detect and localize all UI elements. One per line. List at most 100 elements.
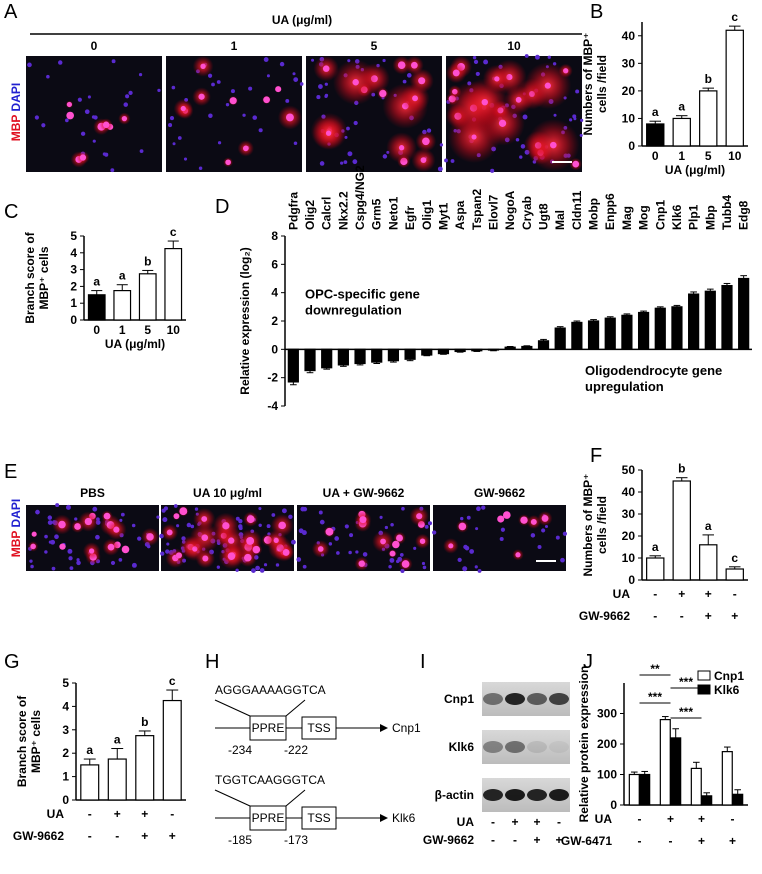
gene-label: Cnp1 — [392, 721, 421, 735]
nucleus — [319, 519, 325, 525]
nucleus — [162, 517, 168, 523]
nucleus — [318, 84, 323, 89]
nucleus — [469, 549, 475, 554]
row-value: - — [513, 833, 517, 847]
row-value: + — [729, 834, 736, 848]
micrograph — [296, 505, 433, 573]
nucleus — [125, 94, 130, 99]
bar — [659, 718, 671, 806]
significance-letter: c — [170, 225, 177, 239]
row-value: - — [733, 587, 737, 601]
annotation: Oligodendrocyte gene — [585, 363, 722, 378]
nucleus — [252, 115, 258, 120]
x-tick-label: Olig2 — [303, 200, 317, 230]
panel-label: C — [4, 201, 18, 223]
bar — [587, 320, 600, 350]
nucleus — [553, 113, 557, 117]
nucleus — [263, 563, 268, 567]
nucleus — [382, 58, 386, 63]
gene-label: Klk6 — [392, 811, 416, 825]
y-tick-label: 0 — [70, 313, 77, 327]
y-tick-label: 0 — [610, 798, 617, 812]
nucleus — [259, 568, 265, 573]
nucleus — [244, 553, 252, 562]
column-label: PBS — [80, 486, 105, 500]
nucleus — [200, 63, 206, 69]
nucleus — [54, 534, 59, 540]
nucleus — [325, 527, 334, 536]
nucleus — [328, 542, 333, 546]
nucleus — [201, 534, 209, 542]
nucleus — [242, 113, 246, 117]
y-tick-label: 6 — [271, 257, 278, 271]
x-axis-label: UA (μg/ml) — [665, 163, 725, 177]
nucleus — [173, 513, 180, 520]
significance-letter: a — [86, 743, 93, 757]
nucleus — [399, 553, 404, 557]
nucleus — [131, 562, 137, 568]
nucleus — [347, 151, 353, 157]
nucleus — [30, 543, 36, 550]
sequence: TGGTCAAGGGTCA — [215, 773, 325, 787]
blot-band — [483, 741, 503, 753]
nucleus — [103, 512, 111, 520]
panel-h: AGGGAAAAGGTCA PPRE -234 -222 TSS Cnp1 TG… — [214, 683, 421, 847]
legend-label: Klk6 — [714, 683, 740, 697]
nucleus — [35, 509, 40, 515]
nucleus — [476, 506, 481, 512]
row-value: - — [638, 812, 642, 826]
x-tick-label: Egfr — [403, 206, 417, 230]
nucleus — [121, 545, 130, 554]
nucleus — [324, 93, 329, 98]
nucleus — [44, 534, 48, 539]
nucleus — [282, 548, 290, 556]
nucleus — [343, 160, 348, 164]
nucleus — [47, 520, 53, 525]
x-tick-label: Elovl7 — [486, 194, 500, 230]
nucleus — [69, 566, 74, 571]
nucleus — [420, 157, 427, 163]
nucleus — [27, 62, 32, 68]
nucleus — [248, 86, 253, 91]
bar — [504, 346, 516, 350]
nucleus — [258, 506, 262, 511]
x-tick-label: Mog — [637, 205, 651, 230]
row-value: - — [491, 815, 495, 829]
bar — [654, 307, 666, 350]
nucleus — [107, 543, 115, 551]
y-tick-label: 0 — [628, 139, 635, 153]
nucleus — [30, 564, 34, 569]
nucleus — [537, 545, 542, 549]
position: -185 — [228, 833, 252, 847]
row-value: - — [653, 609, 657, 623]
nucleus — [74, 517, 78, 521]
column-label: UA 10 μg/ml — [193, 486, 262, 500]
row-label: GW-6471 — [561, 834, 612, 848]
nucleus — [50, 539, 56, 545]
nucleus — [547, 55, 551, 59]
nucleus — [111, 59, 116, 64]
nucleus — [242, 145, 249, 152]
nucleus — [293, 77, 299, 82]
y-axis-label: Relative protein expression — [577, 666, 591, 823]
row-label: GW-9662 — [13, 829, 64, 843]
x-tick-label: 10 — [167, 323, 181, 337]
nucleus — [432, 530, 437, 535]
x-tick-label: Mag — [620, 206, 634, 230]
stain-mbp: MBP — [9, 531, 23, 558]
nucleus — [92, 506, 98, 512]
blot-band — [483, 693, 503, 705]
nucleus — [490, 168, 495, 173]
nucleus — [471, 134, 477, 140]
nucleus — [352, 78, 359, 86]
y-tick-label: 50 — [622, 463, 636, 477]
nucleus — [544, 82, 551, 89]
nucleus — [359, 516, 367, 524]
row-value: - — [731, 812, 735, 826]
nucleus — [230, 89, 235, 94]
nucleus — [418, 77, 426, 85]
nucleus — [325, 130, 332, 136]
nucleus — [217, 141, 222, 145]
annotation: downregulation — [305, 302, 402, 317]
x-tick-label: Edg8 — [737, 200, 751, 230]
